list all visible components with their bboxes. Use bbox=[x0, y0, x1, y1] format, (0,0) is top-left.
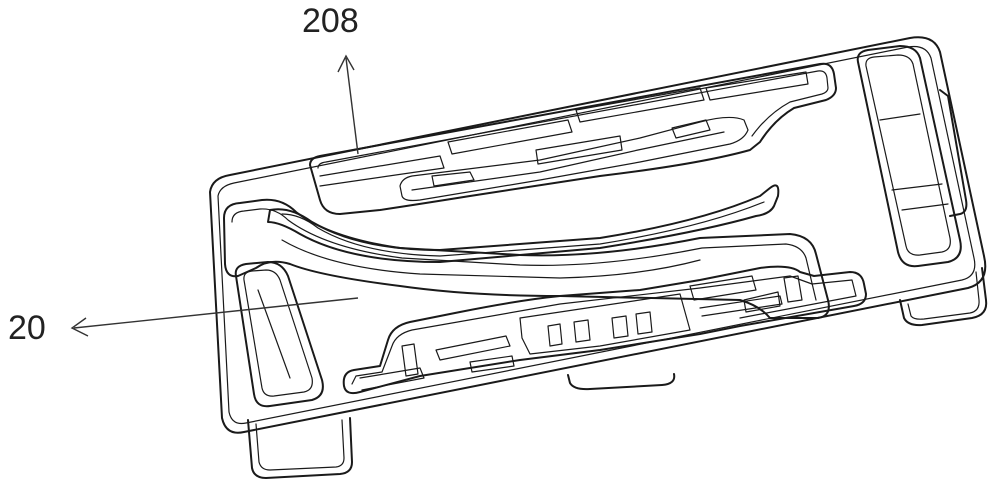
reference-label-20: 20 bbox=[8, 309, 46, 347]
reference-label-208: 208 bbox=[302, 2, 359, 40]
leader-arrow-20 bbox=[70, 297, 359, 337]
leader-arrow-208 bbox=[337, 54, 359, 155]
bottom-pocket bbox=[342, 265, 867, 395]
tray-feet bbox=[247, 89, 988, 479]
top-pocket bbox=[309, 62, 837, 215]
tray-body bbox=[209, 36, 987, 434]
upper-curved-slot bbox=[267, 184, 780, 263]
left-slot bbox=[234, 261, 324, 408]
right-slot bbox=[856, 45, 962, 268]
